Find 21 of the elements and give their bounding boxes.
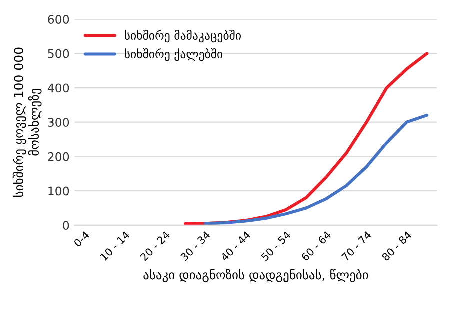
line-series bbox=[204, 114, 429, 226]
y-axis-title: სიხშირე ყოველ 100 000 მოსახლეზე bbox=[12, 48, 42, 197]
x-tick-label: 60 - 64 bbox=[300, 230, 332, 262]
x-tick-label: 80 - 84 bbox=[381, 230, 412, 262]
x-tick-label: 50 - 54 bbox=[260, 230, 292, 262]
x-tick-label: 30 - 34 bbox=[180, 230, 211, 262]
x-tick-label: 20 - 24 bbox=[140, 230, 171, 262]
y-tick-label: 600 bbox=[48, 15, 70, 24]
y-tick-label: 300 bbox=[48, 118, 70, 128]
legend-label: სიხშირე ქალებში bbox=[125, 48, 222, 62]
y-tick-label: 100 bbox=[48, 186, 70, 196]
x-tick-label: 40 - 44 bbox=[220, 230, 252, 262]
x-tick-label: 70 - 74 bbox=[341, 230, 372, 262]
y-tick-label: 0 bbox=[63, 221, 70, 230]
x-tick-label: 10 - 14 bbox=[100, 230, 130, 262]
y-tick-label: 200 bbox=[48, 152, 70, 162]
x-tick-label: 0-4 bbox=[73, 230, 90, 248]
legend-label: სიხშირე მამაკაცებში bbox=[125, 30, 241, 43]
y-tick-label: 400 bbox=[48, 84, 70, 93]
x-axis-title: ასაკი დიაგნოზის დადგენისას, წლები bbox=[144, 269, 368, 282]
y-tick-label: 500 bbox=[48, 49, 70, 58]
